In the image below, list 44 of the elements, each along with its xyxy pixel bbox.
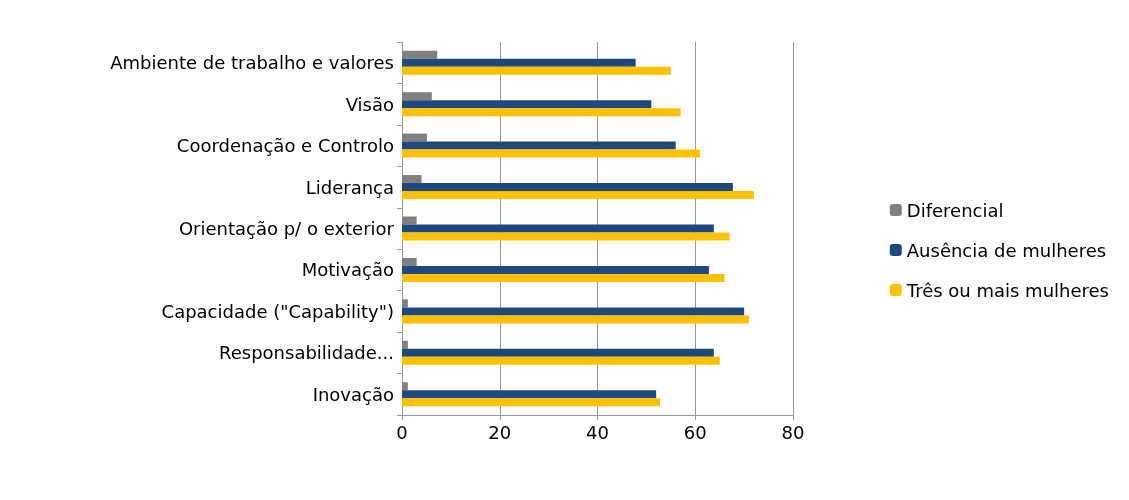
bar <box>402 216 417 225</box>
y-tick-label: Inovação <box>312 383 394 405</box>
bar <box>402 356 720 365</box>
x-tick-label: 40 <box>586 421 609 443</box>
y-tick-label: Ambiente de trabalho e valores <box>110 52 394 74</box>
x-tick-label: 0 <box>396 421 408 443</box>
bar <box>402 149 701 158</box>
bar <box>402 382 408 391</box>
bar <box>402 100 652 109</box>
y-tick-label: Liderança <box>305 176 394 198</box>
bar <box>402 191 754 200</box>
bar <box>402 299 408 308</box>
x-tick-label: 80 <box>781 421 805 443</box>
bar <box>402 398 661 407</box>
bar <box>402 340 408 349</box>
x-tick-label: 20 <box>488 421 512 443</box>
bar <box>402 133 427 142</box>
x-tick-label: 60 <box>683 421 707 443</box>
bar <box>402 108 681 117</box>
bar <box>402 307 745 316</box>
bar <box>402 66 671 75</box>
y-tick-label: Coordenação e Controlo <box>176 135 394 157</box>
bar <box>402 175 422 184</box>
bar <box>402 224 714 233</box>
bar <box>402 92 432 101</box>
y-tick-label: Orientação p/ o exterior <box>178 218 395 239</box>
y-tick-label: Motivação <box>301 259 394 281</box>
legend-label: Diferencial <box>906 199 1004 221</box>
bar <box>402 265 709 274</box>
bar <box>402 273 725 282</box>
bar <box>402 58 636 67</box>
y-tick-label: Visão <box>345 93 394 115</box>
bar <box>402 232 730 241</box>
y-tick-label: Responsabilidade... <box>219 342 394 364</box>
y-tick-label: Capacidade ("Capability") <box>161 300 394 322</box>
legend-label: Três ou mais mulheres <box>905 279 1109 301</box>
bar <box>402 315 750 324</box>
bar <box>402 390 657 399</box>
bar <box>402 257 417 266</box>
bar <box>402 141 676 150</box>
bar <box>402 50 438 59</box>
bar <box>402 348 714 357</box>
bar <box>402 183 733 192</box>
legend-label: Ausência de mulheres <box>906 239 1107 261</box>
